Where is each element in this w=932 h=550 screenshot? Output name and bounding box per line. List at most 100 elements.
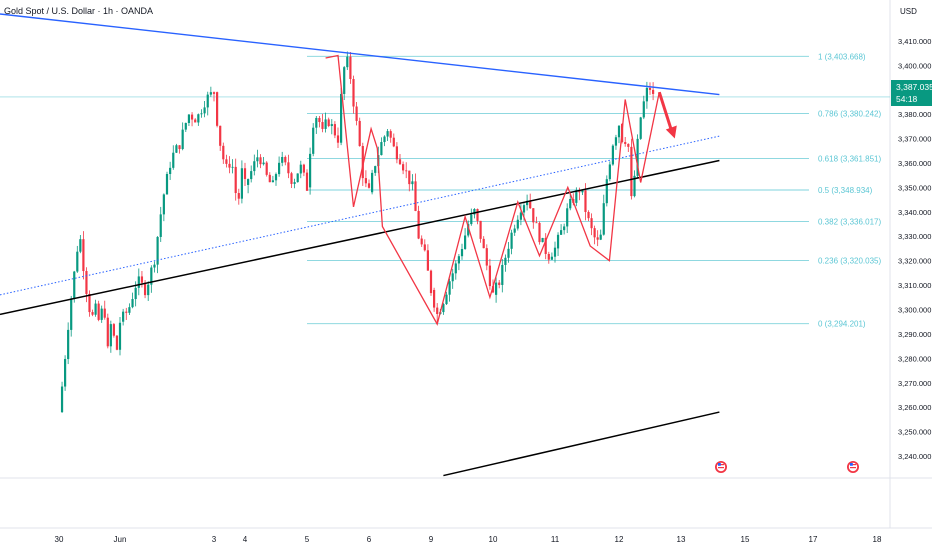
y-tick-label: 3,370.000: [898, 135, 931, 144]
candle-body: [495, 282, 498, 295]
candle-body: [460, 248, 464, 257]
x-tick-label: 13: [677, 535, 686, 544]
y-tick-label: 3,250.000: [898, 428, 931, 437]
candle-body: [209, 92, 212, 95]
candle-body: [147, 284, 150, 296]
candle-body: [605, 179, 608, 204]
candle-body: [118, 322, 122, 350]
candle-body: [97, 303, 100, 320]
candle-body: [212, 92, 216, 94]
candle-body: [436, 307, 439, 314]
candle-body: [526, 200, 529, 206]
candle-body: [491, 286, 495, 293]
candle-body: [587, 211, 590, 219]
candle-body: [206, 94, 209, 108]
candle-body: [395, 146, 398, 160]
symbol-title[interactable]: Gold Spot / U.S. Dollar · 1h · OANDA: [4, 6, 154, 16]
support-trendline: [0, 159, 720, 316]
candle-body: [321, 122, 324, 129]
y-tick-label: 3,260.000: [898, 403, 931, 412]
event-markers[interactable]: [715, 461, 859, 473]
candle-body: [411, 181, 414, 185]
candle-body: [184, 122, 187, 130]
candle-body: [445, 294, 448, 305]
candle-body: [639, 117, 642, 139]
fib-level-label: 0.236 (3,320.035): [818, 257, 881, 266]
candle-body: [309, 153, 312, 188]
currency-label[interactable]: USD: [900, 7, 917, 16]
x-tick-label: 9: [429, 535, 434, 544]
candle-body: [374, 166, 377, 173]
candle-body: [265, 162, 268, 175]
candle-body: [402, 164, 405, 171]
candle-body: [464, 235, 467, 249]
us-flag-stripe: [850, 464, 856, 466]
us-flag-canton: [850, 463, 853, 466]
candle-body: [627, 143, 630, 147]
candle-body: [247, 179, 250, 185]
trendlines[interactable]: [0, 13, 720, 477]
x-tick-label: 15: [741, 535, 750, 544]
candle-body: [156, 236, 159, 265]
candle-body: [103, 308, 106, 318]
candle-body: [175, 145, 178, 153]
candle-body: [73, 271, 76, 299]
candle-body: [165, 174, 169, 195]
candle-body: [333, 124, 336, 136]
zigzag-pattern[interactable]: [325, 54, 677, 326]
candle-body: [340, 93, 343, 143]
candle-body: [559, 230, 563, 235]
candle-body: [547, 253, 550, 260]
fib-level-label: 0.382 (3,336.017): [818, 218, 881, 227]
candle-body: [143, 282, 147, 296]
candle-body: [578, 190, 581, 193]
candle-body: [476, 209, 479, 221]
candle-body: [593, 228, 596, 238]
candle-body: [271, 180, 274, 183]
y-tick-label: 3,310.000: [898, 281, 931, 290]
candle-body: [137, 276, 140, 288]
x-tick-label: Jun: [114, 535, 127, 544]
candle-body: [296, 173, 299, 183]
fib-level-label: 0 (3,294.201): [818, 320, 866, 329]
candle-body: [454, 263, 457, 274]
candle-body: [219, 125, 222, 146]
candle-body: [70, 298, 73, 330]
candle-body: [305, 172, 309, 191]
gridlines: [0, 0, 932, 529]
candle-body: [389, 131, 392, 138]
x-tick-label: 30: [55, 535, 64, 544]
candle-body: [228, 163, 231, 168]
candle-body: [633, 175, 636, 197]
candle-body: [259, 157, 262, 165]
candle-body: [94, 303, 97, 315]
candle-body: [538, 222, 541, 243]
candle-body: [234, 166, 237, 194]
candle-body: [380, 142, 383, 156]
candle-body: [88, 293, 91, 313]
candle-body: [556, 234, 560, 249]
candle-body: [541, 237, 544, 243]
candle-body: [106, 317, 109, 347]
candle-body: [231, 166, 234, 168]
candle-body: [519, 212, 522, 220]
candle-body: [352, 79, 355, 107]
candle-body: [501, 264, 504, 285]
candle-body: [383, 136, 386, 143]
candle-body: [274, 174, 278, 181]
fib-level-label: 0.786 (3,380.242): [818, 110, 881, 119]
candle-body: [614, 137, 618, 146]
candle-body: [599, 234, 602, 240]
candle-body: [457, 256, 460, 264]
x-tick-label: 11: [551, 535, 560, 544]
candle-body: [645, 87, 648, 102]
y-tick-label: 3,400.000: [898, 61, 931, 70]
candle-body: [318, 117, 321, 123]
x-tick-label: 6: [367, 535, 372, 544]
fibonacci-retracement[interactable]: 1 (3,403.668) 0.786 (3,380.242) 0.618 (3,3…: [0, 52, 890, 329]
candle-body: [569, 199, 572, 209]
candle-body: [648, 87, 652, 90]
time-axis[interactable]: 30 Jun 3 4 5 6 9 10 11 12 13 15 17 18: [55, 535, 882, 544]
zigzag-line: [325, 54, 660, 326]
